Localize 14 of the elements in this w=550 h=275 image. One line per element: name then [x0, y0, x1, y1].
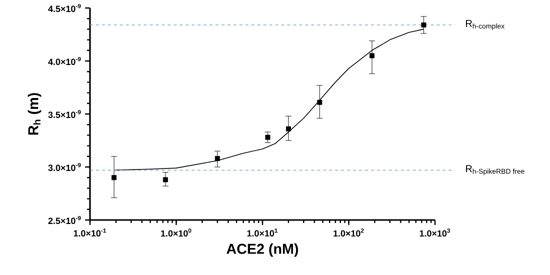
y-tick-label: 4.0×10$^{-9}$ [48, 56, 81, 66]
y-tick-label: 3.0×10$^{-9}$ [48, 162, 81, 172]
y-tick-label: 3.5×10$^{-9}$ [48, 110, 81, 118]
ref-line-label: $\text{R}_{\text{h-SpikeRBD free}}$ [466, 165, 524, 176]
ref-line-label: $\text{R}_{\text{h-complex}}$ [466, 20, 504, 30]
x-tick-label: 1.0×10$^{-1}$ [74, 228, 106, 237]
x-tick-label: 1.0×10$^{0}$ [161, 228, 192, 237]
x-axis-title: ACE2 (nM) [226, 243, 298, 257]
x-tick-label: 1.0×10$^{2}$ [334, 228, 364, 237]
y-tick-label: 4.5×10$^{-9}$ [48, 4, 81, 12]
y-tick-label: 2.5×10$^{-9}$ [48, 216, 81, 224]
text: R$_{h}$ (m) [28, 93, 42, 135]
x-tick-label: 1.0×10$^{1}$ [247, 228, 278, 237]
x-tick-label: 1.0×10$^{3}$ [420, 228, 450, 237]
